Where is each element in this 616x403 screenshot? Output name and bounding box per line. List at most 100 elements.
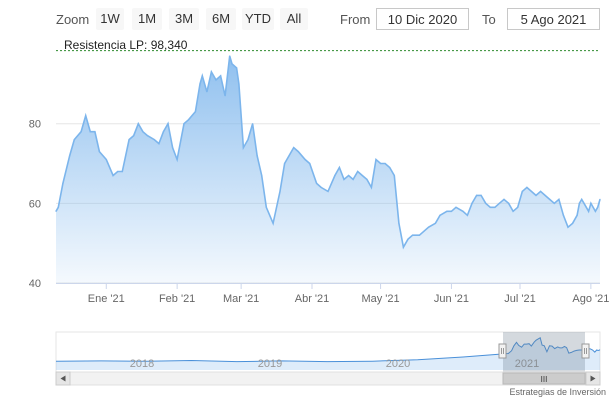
price-point [236, 67, 238, 69]
price-point [73, 139, 75, 141]
x-tick-label: Mar '21 [223, 293, 259, 305]
scrollbar[interactable]: III [55, 371, 601, 386]
price-point [380, 162, 382, 165]
price-point [530, 190, 533, 192]
navigator-year-2020: 2020 [386, 358, 410, 370]
price-point [279, 190, 281, 192]
y-tick-label: 40 [29, 278, 41, 290]
price-point [215, 79, 217, 81]
zoom-6m-button[interactable]: 6M [206, 8, 236, 30]
price-point [540, 190, 542, 192]
price-area [56, 56, 600, 283]
price-point [594, 210, 597, 212]
price-point [137, 123, 139, 125]
price-point [57, 206, 59, 208]
price-point [393, 174, 395, 177]
price-point [535, 194, 537, 196]
price-point [599, 198, 601, 200]
zoom-all-button[interactable]: All [280, 8, 308, 30]
price-point [112, 174, 114, 177]
price-point [183, 123, 185, 125]
price-point [361, 174, 363, 177]
zoom-3m-button[interactable]: 3M [169, 8, 199, 30]
price-point [485, 202, 487, 204]
navigator-left-handle[interactable] [498, 343, 507, 359]
price-point [418, 234, 420, 236]
navigator-right-handle[interactable] [581, 343, 590, 359]
arrow-right-icon [590, 375, 596, 382]
price-point [544, 194, 546, 196]
price-point [142, 131, 144, 133]
navigator[interactable]: 2018 2019 2020 2021 [55, 331, 601, 373]
price-point [224, 95, 226, 97]
price-point [316, 182, 318, 184]
price-point [590, 202, 592, 204]
price-point [304, 158, 306, 161]
zoom-ytd-button[interactable]: YTD [242, 8, 274, 30]
price-point [494, 206, 496, 208]
price-point [480, 194, 482, 196]
price-point [348, 174, 350, 177]
price-point [334, 174, 336, 177]
price-point [407, 238, 409, 240]
price-point [327, 190, 329, 192]
price-point [526, 186, 528, 188]
price-point [247, 139, 249, 141]
price-point [265, 206, 267, 208]
price-point [352, 178, 354, 180]
price-point [121, 170, 123, 173]
price-point [252, 123, 254, 125]
price-point [146, 135, 148, 137]
price-line[interactable] [55, 55, 601, 250]
price-point [201, 75, 203, 77]
price-point [398, 222, 400, 224]
to-date-input[interactable]: 5 Ago 2021 [507, 8, 600, 30]
price-point [206, 91, 208, 93]
price-point [553, 202, 555, 204]
price-point [256, 155, 258, 157]
price-point [576, 214, 578, 216]
price-point [229, 55, 231, 57]
price-point [384, 162, 386, 165]
price-point [153, 139, 155, 141]
zoom-1w-button[interactable]: 1W [96, 8, 124, 30]
price-point [428, 226, 430, 228]
y-tick-label: 80 [29, 119, 41, 131]
price-point [55, 210, 57, 212]
chart-credit: Estrategias de Inversión [509, 387, 606, 397]
from-date-input[interactable]: 10 Dic 2020 [376, 8, 469, 30]
price-point [220, 75, 222, 77]
price-point [558, 198, 560, 200]
x-tick-label: Abr '21 [295, 293, 330, 305]
x-tick-label: May '21 [361, 293, 399, 305]
price-point [549, 198, 551, 200]
price-point [297, 151, 299, 153]
price-point [462, 210, 464, 212]
price-point [572, 222, 574, 224]
scrollbar-thumb[interactable] [502, 372, 586, 385]
price-point [338, 166, 340, 169]
x-tick-label: Jul '21 [504, 293, 535, 305]
price-point [439, 214, 441, 216]
price-point [446, 210, 448, 212]
price-point [105, 158, 107, 161]
to-label: To [482, 12, 496, 27]
price-point [476, 194, 478, 196]
price-point [503, 198, 505, 200]
navigator-selected-range[interactable] [503, 332, 585, 372]
zoom-1m-button[interactable]: 1M [132, 8, 162, 30]
price-point [284, 162, 286, 165]
price-point [133, 135, 135, 137]
price-point [578, 202, 581, 204]
price-point [588, 210, 590, 212]
price-point [471, 202, 473, 204]
price-point [508, 202, 510, 204]
price-point [128, 139, 130, 141]
scrollbar-grip: III [541, 375, 548, 384]
price-point [89, 131, 91, 133]
price-point [85, 115, 87, 117]
price-point [162, 131, 164, 133]
from-label: From [340, 12, 371, 27]
price-point [188, 119, 190, 121]
